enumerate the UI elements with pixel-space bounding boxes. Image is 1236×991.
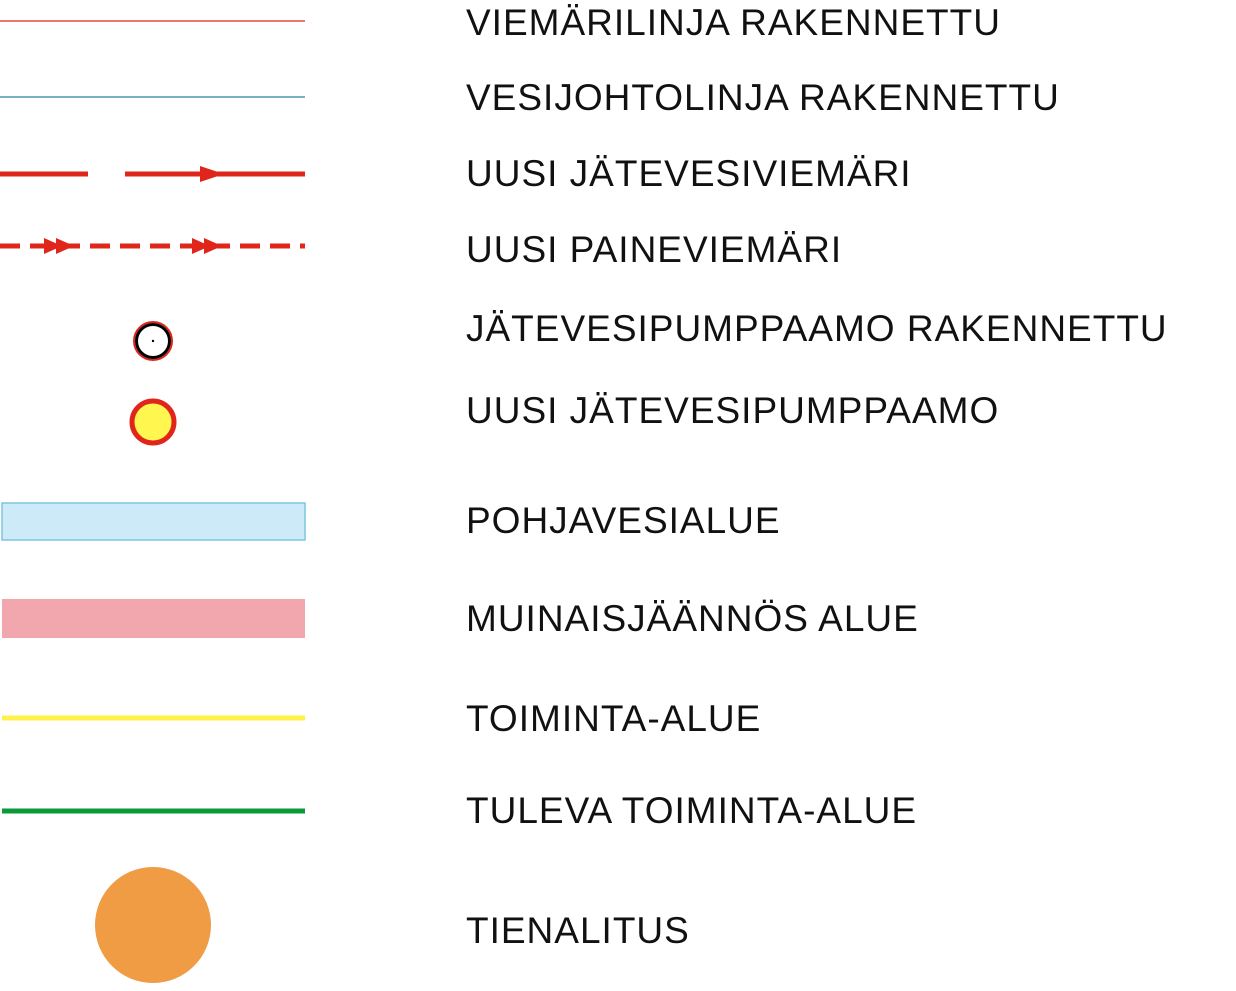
pressure-sewer-symbol (0, 238, 305, 254)
legend-label: UUSI JÄTEVESIVIEMÄRI (466, 153, 912, 194)
new-pump-station-symbol (129, 398, 177, 446)
groundwater-area-symbol (1, 502, 306, 541)
legend-label: UUSI PAINEVIEMÄRI (466, 229, 842, 270)
legend-label: JÄTEVESIPUMPPAAMO RAKENNETTU (466, 308, 1168, 349)
new-sewer-symbol (0, 166, 305, 182)
legend-label: TIENALITUS (466, 910, 690, 951)
legend-label: MUINAISJÄÄNNÖS ALUE (466, 598, 919, 639)
legend-label: POHJAVESIALUE (466, 500, 781, 541)
legend-label: TOIMINTA-ALUE (466, 698, 761, 739)
heritage-area-symbol (2, 599, 305, 638)
legend-label: VIEMÄRILINJA RAKENNETTU (466, 2, 1001, 43)
legend-label: UUSI JÄTEVESIPUMPPAAMO (466, 390, 999, 431)
pump-station-built-symbol (133, 321, 173, 361)
legend-label: TULEVA TOIMINTA-ALUE (466, 790, 917, 831)
legend-label: VESIJOHTOLINJA RAKENNETTU (466, 77, 1060, 118)
road-crossing-symbol (95, 867, 211, 983)
